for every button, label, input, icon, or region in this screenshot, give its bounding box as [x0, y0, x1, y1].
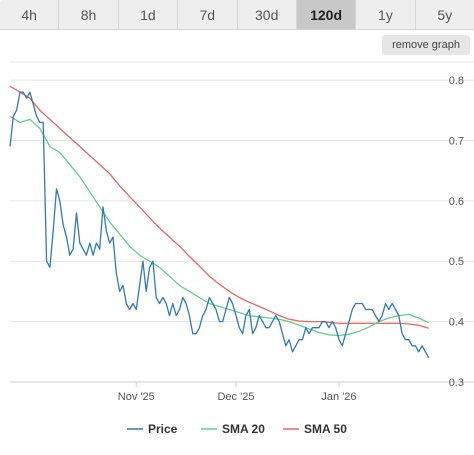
- x-tick-label: Jan '26: [321, 391, 356, 403]
- remove-graph-button[interactable]: remove graph: [382, 35, 470, 55]
- x-tick-label: Dec '25: [217, 391, 254, 403]
- y-axis-ticks: 0.3 0.4 0.5 0.6 0.7 0.8: [449, 75, 464, 389]
- series-line-sma-50: [9, 85, 429, 329]
- x-tick-label: Nov '25: [118, 391, 155, 403]
- legend-label: SMA 50: [304, 422, 347, 436]
- tab-30d[interactable]: 30d: [237, 0, 297, 30]
- tab-1d[interactable]: 1d: [118, 0, 179, 30]
- tab-4h[interactable]: 4h: [0, 0, 60, 30]
- series-lines: [9, 85, 430, 359]
- tab-120d[interactable]: 120d: [296, 0, 357, 30]
- grid-lines: [10, 61, 474, 383]
- y-tick-label: 0.3: [449, 377, 464, 389]
- y-tick-label: 0.4: [449, 317, 464, 329]
- legend: Price SMA 20 SMA 50: [127, 422, 347, 436]
- legend-item-sma-50[interactable]: SMA 50: [283, 422, 347, 436]
- tab-1y[interactable]: 1y: [356, 0, 416, 30]
- legend-label: SMA 20: [222, 422, 265, 436]
- series-line-price: [9, 91, 430, 359]
- tab-7d[interactable]: 7d: [178, 0, 238, 30]
- tab-8h[interactable]: 8h: [59, 0, 119, 30]
- y-tick-label: 0.8: [449, 75, 464, 87]
- y-tick-label: 0.6: [449, 196, 464, 208]
- y-tick-label: 0.5: [449, 256, 464, 268]
- legend-item-price[interactable]: Price: [127, 422, 178, 436]
- y-tick-label: 0.7: [449, 135, 464, 147]
- series-line-sma-20: [9, 115, 429, 337]
- timeframe-tabs: 4h 8h 1d 7d 30d 120d 1y 5y: [0, 0, 474, 30]
- tab-5y[interactable]: 5y: [415, 0, 474, 30]
- legend-label: Price: [148, 422, 178, 436]
- legend-item-sma-20[interactable]: SMA 20: [201, 422, 265, 436]
- x-axis-ticks: Nov '25 Dec '25 Jan '26: [118, 382, 357, 403]
